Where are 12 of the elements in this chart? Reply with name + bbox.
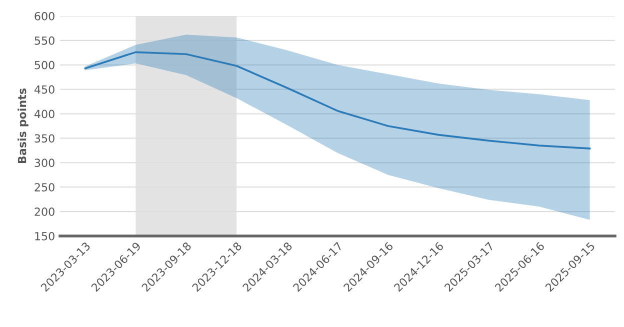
line-series (84, 51, 591, 150)
y-tick-label: 200 (34, 208, 54, 216)
y-tick-label: 400 (34, 110, 54, 118)
y-axis-title: Basis points (18, 88, 28, 164)
y-tick-label: 250 (34, 183, 54, 192)
y-tick-label: 600 (34, 12, 54, 20)
y-tick-label: 500 (34, 60, 54, 70)
y-tick-label: 300 (34, 158, 54, 168)
y-tick-label: 350 (34, 134, 54, 143)
y-tick-label: 450 (34, 85, 54, 94)
y-tick-label: 150 (35, 232, 54, 240)
y-tick-label: 550 (34, 36, 54, 45)
